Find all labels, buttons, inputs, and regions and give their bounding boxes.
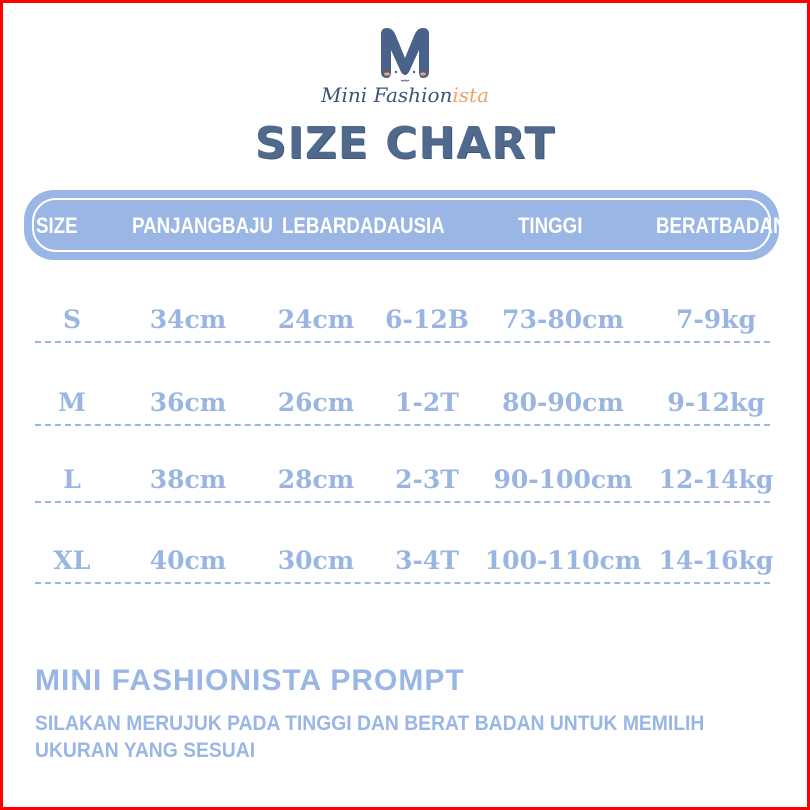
- table-cell: 2-3T: [395, 465, 459, 494]
- dashed-divider: [35, 341, 770, 343]
- brand-name: Mini Fashionista: [0, 83, 810, 107]
- table-cell: 28cm: [277, 465, 355, 494]
- table-cell: 9-12kg: [667, 388, 765, 417]
- column-header-line: BERAT: [656, 212, 720, 238]
- table-cell: M: [58, 388, 86, 417]
- prompt-text: SILAKAN MERUJUK PADA TINGGI DAN BERAT BA…: [35, 712, 705, 762]
- brand-name-main: Mini Fashion: [320, 83, 453, 107]
- table-cell: 38cm: [149, 465, 227, 494]
- table-cell: 40cm: [149, 546, 227, 575]
- column-header-line: SIZE: [36, 212, 78, 238]
- column-header-line: PANJANG: [132, 212, 223, 238]
- table-cell: 3-4T: [395, 546, 459, 575]
- table-row: XL 40cm 30cm 3-4T 100-110cm 14-16kg: [0, 546, 810, 586]
- column-header: SIZE: [36, 190, 78, 260]
- table-header: SIZE PANJANG BAJU LEBAR DADA USIA TINGGI BERAT B…: [24, 190, 787, 260]
- table-cell: 7-9kg: [676, 305, 756, 334]
- table-row: M 36cm 26cm 1-2T 80-90cm 9-12kg: [0, 388, 810, 428]
- column-header: LEBAR DADA: [282, 190, 400, 260]
- column-header-line: DADA: [346, 212, 401, 238]
- table-cell: 34cm: [149, 305, 227, 334]
- table-cell: 6-12B: [385, 305, 469, 334]
- table-cell: 30cm: [277, 546, 355, 575]
- header-outline: [32, 198, 771, 252]
- brand-name-accent: ista: [452, 83, 490, 107]
- column-header: TINGGI: [518, 190, 582, 260]
- table-cell: 1-2T: [395, 388, 459, 417]
- dashed-divider: [35, 582, 770, 584]
- column-header-line: USIA: [400, 212, 445, 238]
- dashed-divider: [35, 424, 770, 426]
- column-header-line: BADAN: [719, 212, 787, 238]
- column-header-line: BAJU: [222, 212, 273, 238]
- table-cell: 73-80cm: [502, 305, 624, 334]
- column-header-line: TINGGI: [518, 212, 583, 238]
- table-cell: L: [63, 465, 81, 494]
- column-header: PANJANG BAJU: [132, 190, 273, 260]
- table-cell: 100-110cm: [484, 546, 642, 575]
- column-header-line: LEBAR: [282, 212, 347, 238]
- column-header: BERAT BADAN: [656, 190, 787, 260]
- table-cell: 24cm: [277, 305, 355, 334]
- table-cell: 12-14kg: [658, 465, 774, 494]
- page-title: SIZE CHART: [254, 118, 556, 169]
- column-header: USIA: [400, 190, 445, 260]
- prompt-title: MINI FASHIONISTA PROMPT: [35, 664, 465, 697]
- table-cell: 36cm: [149, 388, 227, 417]
- table-cell: S: [62, 305, 82, 334]
- table-cell: 14-16kg: [658, 546, 774, 575]
- dashed-divider: [35, 501, 770, 503]
- table-cell: 80-90cm: [502, 388, 624, 417]
- table-cell: XL: [53, 546, 91, 575]
- table-row: L 38cm 28cm 2-3T 90-100cm 12-14kg: [0, 465, 810, 505]
- table-cell: 90-100cm: [493, 465, 633, 494]
- table-cell: 26cm: [277, 388, 355, 417]
- bunny-logo-icon: [381, 28, 429, 82]
- table-row: S 34cm 24cm 6-12B 73-80cm 7-9kg: [0, 305, 810, 345]
